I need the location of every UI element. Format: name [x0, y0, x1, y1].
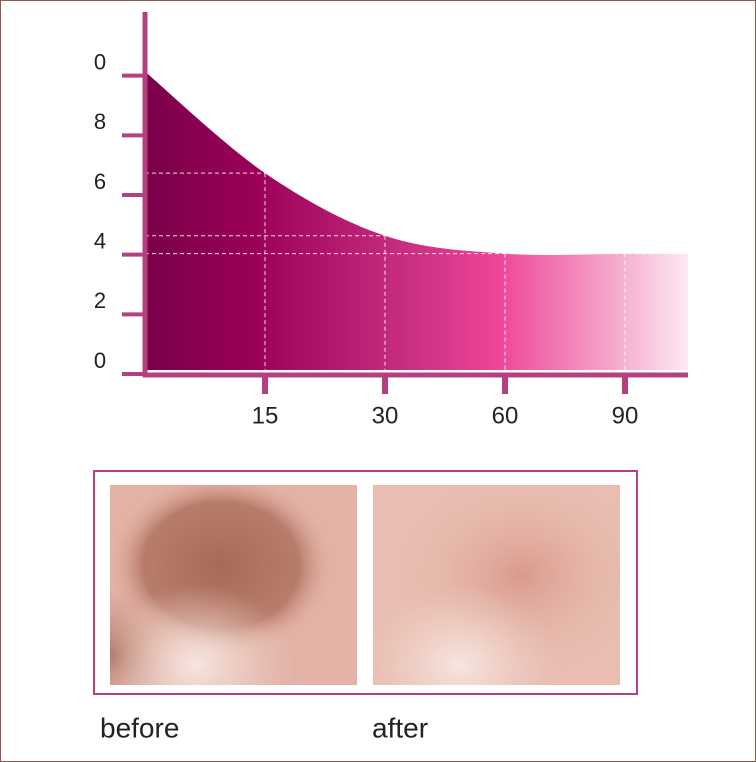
x-tick-label: 90 — [612, 402, 639, 429]
y-tick-label: 8 — [94, 109, 106, 134]
y-tick-label: 4 — [94, 228, 106, 253]
y-tick-label: 0 — [94, 49, 106, 74]
x-tick-label: 60 — [492, 402, 519, 429]
y-tick-label: 6 — [94, 169, 106, 194]
y-tick-label: 0 — [94, 348, 106, 373]
photo-box — [93, 470, 638, 695]
caption: after — [372, 712, 428, 743]
x-tick-label: 15 — [252, 402, 279, 429]
area — [145, 71, 688, 371]
before-photo — [110, 485, 357, 685]
caption: before — [100, 712, 179, 743]
chart: 0 2 4 6 8 0 15 30 60 90 — [94, 12, 688, 429]
x-tick-label: 30 — [372, 402, 399, 429]
after-photo — [373, 485, 620, 685]
y-tick-label: 2 — [94, 288, 106, 313]
